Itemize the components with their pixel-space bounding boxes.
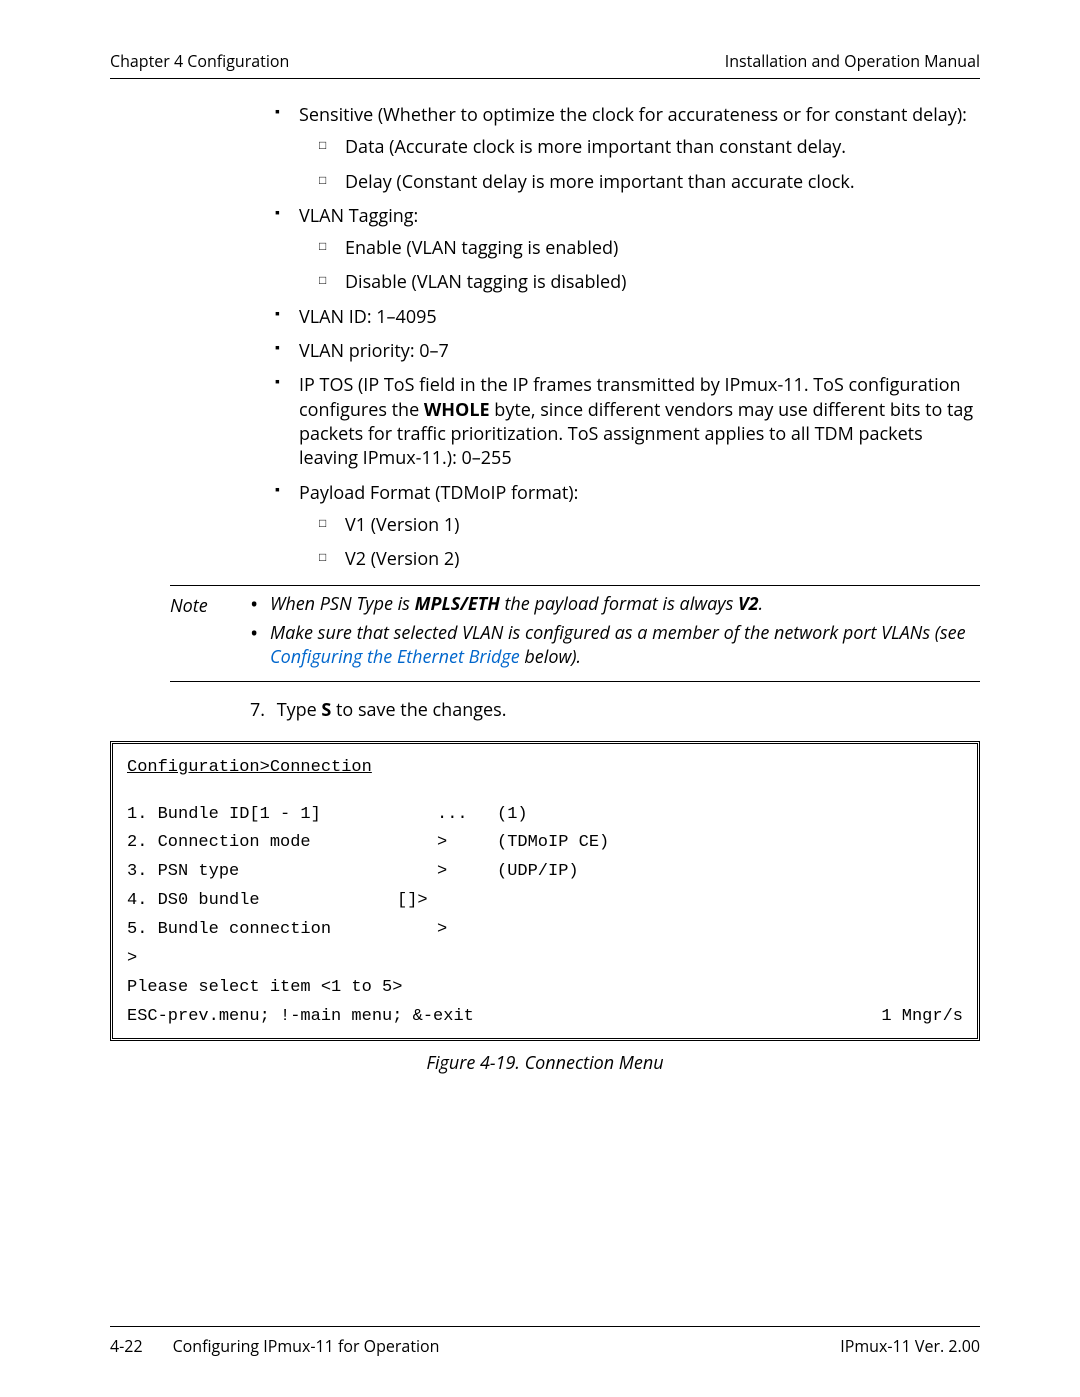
text: VLAN Tagging:	[299, 204, 418, 228]
bullet-sensitive: Sensitive (Whether to optimize the clock…	[275, 103, 980, 194]
content: Sensitive (Whether to optimize the clock…	[110, 103, 980, 1075]
code-m: >	[437, 916, 497, 945]
code-m: >	[437, 858, 497, 887]
code-m: []>	[397, 887, 497, 916]
code-r: (1)	[497, 801, 963, 830]
note-label: Note	[170, 592, 250, 673]
note-item-2: Make sure that selected VLAN is configur…	[250, 621, 980, 670]
n1-mid: the payload format is always	[500, 592, 738, 616]
footer-section: Configuring IPmux-11 for Operation	[173, 1335, 440, 1357]
text: Payload Format (TDMoIP format):	[299, 481, 578, 505]
header-right: Installation and Operation Manual	[725, 50, 980, 72]
code-row: 3. PSN type > (UDP/IP)	[127, 858, 963, 887]
sub-v2: V2 (Version 2)	[319, 547, 980, 571]
code-title: Configuration>Connection	[127, 754, 963, 783]
n2-post: below).	[520, 645, 581, 669]
n1-b1: MPLS/ETH	[415, 592, 500, 616]
footer-version: IPmux-11 Ver. 2.00	[840, 1335, 980, 1357]
sub-disable: Disable (VLAN tagging is disabled)	[319, 270, 980, 294]
step-post: to save the changes.	[331, 698, 506, 722]
code-l: 4. DS0 bundle	[127, 887, 397, 916]
sub-v1: V1 (Version 1)	[319, 513, 980, 537]
code-row: 5. Bundle connection >	[127, 916, 963, 945]
note-body: When PSN Type is MPLS/ETH the payload fo…	[250, 592, 980, 673]
note-item-1: When PSN Type is MPLS/ETH the payload fo…	[250, 592, 980, 616]
code-prompt: >	[127, 945, 963, 974]
code-footer-right: 1 Mngr/s	[881, 1003, 963, 1032]
bullet-list: Sensitive (Whether to optimize the clock…	[275, 103, 980, 571]
iptos-bold: WHOLE	[424, 398, 490, 422]
step-pre: Type	[277, 698, 322, 722]
footer-left: 4-22 Configuring IPmux-11 for Operation	[110, 1335, 440, 1357]
spacer	[127, 783, 963, 801]
text: Sensitive (Whether to optimize the clock…	[299, 103, 967, 127]
n1-pre: When PSN Type is	[270, 592, 415, 616]
bullet-vlan-priority: VLAN priority: 0–7	[275, 339, 980, 363]
note-block: Note When PSN Type is MPLS/ETH the paylo…	[170, 585, 980, 682]
bullet-vlan-id: VLAN ID: 1–4095	[275, 305, 980, 329]
n1-b2: V2	[738, 592, 759, 616]
n1-post: .	[759, 592, 764, 616]
step-7: 7. Type S to save the changes.	[250, 698, 980, 722]
bullet-payload: Payload Format (TDMoIP format): V1 (Vers…	[275, 481, 980, 572]
code-l: 5. Bundle connection	[127, 916, 437, 945]
code-l: 3. PSN type	[127, 858, 437, 887]
footer-page: 4-22	[110, 1335, 143, 1357]
code-footer-left: ESC-prev.menu; !-main menu; &-exit	[127, 1003, 474, 1032]
step-bold: S	[321, 698, 331, 722]
code-footer: ESC-prev.menu; !-main menu; &-exit 1 Mng…	[127, 1003, 963, 1032]
n2-pre: Make sure that selected VLAN is configur…	[270, 621, 966, 645]
sub-delay: Delay (Constant delay is more important …	[319, 170, 980, 194]
step-num: 7.	[250, 698, 272, 722]
header-left: Chapter 4 Configuration	[110, 50, 289, 72]
figure-caption: Figure 4-19. Connection Menu	[110, 1051, 980, 1075]
bullet-vlan-tagging: VLAN Tagging: Enable (VLAN tagging is en…	[275, 204, 980, 295]
code-r	[497, 887, 963, 916]
page-header: Chapter 4 Configuration Installation and…	[110, 50, 980, 79]
code-row: 1. Bundle ID[1 - 1] ... (1)	[127, 801, 963, 830]
code-r: (UDP/IP)	[497, 858, 963, 887]
page-footer: 4-22 Configuring IPmux-11 for Operation …	[110, 1326, 980, 1357]
code-m: ...	[437, 801, 497, 830]
code-row: 2. Connection mode > (TDMoIP CE)	[127, 829, 963, 858]
bullet-ip-tos: IP TOS (IP ToS field in the IP frames tr…	[275, 373, 980, 470]
code-row: 4. DS0 bundle []>	[127, 887, 963, 916]
code-l: 2. Connection mode	[127, 829, 437, 858]
n2-link[interactable]: Configuring the Ethernet Bridge	[270, 645, 520, 669]
code-select: Please select item <1 to 5>	[127, 974, 963, 1003]
sublist-vlan-tagging: Enable (VLAN tagging is enabled) Disable…	[319, 236, 980, 295]
sublist-sensitive: Data (Accurate clock is more important t…	[319, 135, 980, 194]
page: Chapter 4 Configuration Installation and…	[0, 0, 1080, 1397]
connection-menu-box: Configuration>Connection 1. Bundle ID[1 …	[110, 741, 980, 1041]
code-m: >	[437, 829, 497, 858]
sublist-payload: V1 (Version 1) V2 (Version 2)	[319, 513, 980, 572]
sub-data: Data (Accurate clock is more important t…	[319, 135, 980, 159]
code-r	[497, 916, 963, 945]
sub-enable: Enable (VLAN tagging is enabled)	[319, 236, 980, 260]
code-l: 1. Bundle ID[1 - 1]	[127, 801, 437, 830]
code-r: (TDMoIP CE)	[497, 829, 963, 858]
